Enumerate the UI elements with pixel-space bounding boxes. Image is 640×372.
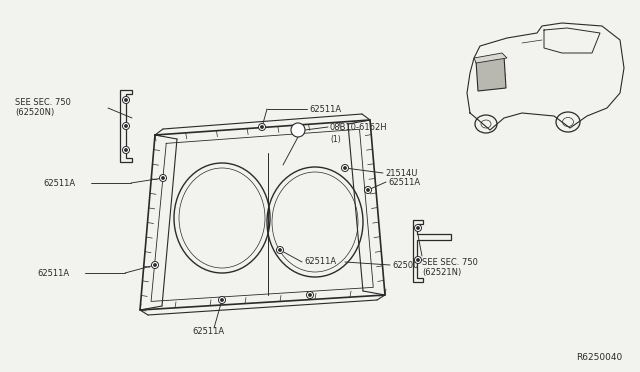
Circle shape xyxy=(162,177,164,179)
Text: SEE SEC. 750
(62521N): SEE SEC. 750 (62521N) xyxy=(422,258,478,278)
Circle shape xyxy=(122,122,129,129)
Circle shape xyxy=(367,189,369,191)
Circle shape xyxy=(221,299,223,301)
Text: 62511A: 62511A xyxy=(192,327,224,337)
Circle shape xyxy=(125,125,127,127)
Text: R6250040: R6250040 xyxy=(576,353,622,362)
Circle shape xyxy=(122,96,129,103)
Circle shape xyxy=(291,123,305,137)
Circle shape xyxy=(415,257,422,263)
Circle shape xyxy=(342,164,349,171)
Circle shape xyxy=(344,167,346,169)
Circle shape xyxy=(218,296,225,304)
Polygon shape xyxy=(474,53,507,63)
Circle shape xyxy=(307,292,314,298)
Circle shape xyxy=(125,149,127,151)
Text: 62511A: 62511A xyxy=(37,269,69,278)
Text: 62500: 62500 xyxy=(392,260,419,269)
Text: 21514U: 21514U xyxy=(385,169,417,177)
Circle shape xyxy=(417,227,419,229)
Circle shape xyxy=(122,147,129,154)
Text: B: B xyxy=(296,125,301,135)
Circle shape xyxy=(415,224,422,231)
Circle shape xyxy=(159,174,166,182)
Text: 62511A: 62511A xyxy=(304,257,336,266)
Text: 62511A: 62511A xyxy=(309,105,341,113)
Circle shape xyxy=(154,264,156,266)
Circle shape xyxy=(279,249,281,251)
Circle shape xyxy=(261,126,263,128)
Circle shape xyxy=(125,99,127,101)
Text: 62511A: 62511A xyxy=(43,179,75,187)
Circle shape xyxy=(309,294,311,296)
Circle shape xyxy=(152,262,159,269)
Polygon shape xyxy=(476,56,506,91)
Text: 08B10-6162H: 08B10-6162H xyxy=(330,122,388,131)
Text: 62511A: 62511A xyxy=(388,177,420,186)
Circle shape xyxy=(276,247,284,253)
Text: (1): (1) xyxy=(330,135,340,144)
Text: SEE SEC. 750
(62520N): SEE SEC. 750 (62520N) xyxy=(15,98,71,118)
Circle shape xyxy=(365,186,371,193)
Circle shape xyxy=(259,124,266,131)
Circle shape xyxy=(417,259,419,261)
